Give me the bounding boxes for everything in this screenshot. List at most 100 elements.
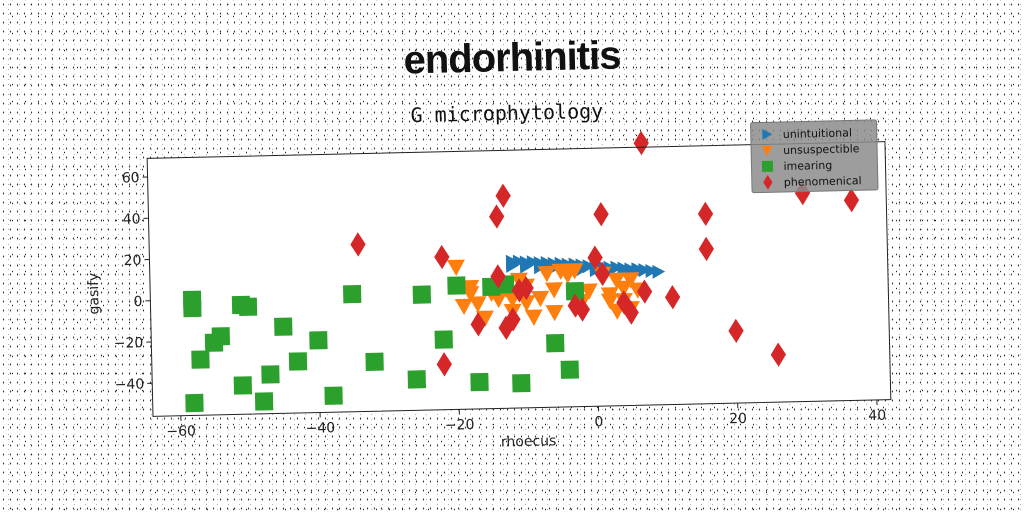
data-point [470, 312, 486, 337]
data-point [574, 297, 590, 322]
data-point [593, 202, 609, 227]
data-point [238, 297, 258, 317]
data-point [623, 300, 639, 325]
data-point [350, 232, 366, 257]
y-axis-label: gasify [86, 273, 103, 315]
plot-area: −60 −40 −20 0 20 40 −40 −20 0 20 40 60 rhoecus gasi… [86, 119, 892, 450]
data-point [185, 393, 204, 413]
data-point [545, 304, 564, 322]
data-point [468, 296, 487, 313]
data-point [324, 386, 343, 405]
data-point [600, 293, 619, 310]
data-point [770, 342, 787, 367]
data-point [565, 281, 585, 301]
data-point [498, 315, 514, 340]
data-point [698, 236, 714, 262]
data-point [728, 318, 744, 343]
data-point [517, 295, 536, 312]
series-imearing [182, 275, 585, 413]
plot-frame [146, 141, 892, 417]
data-point [843, 188, 860, 213]
data-point [254, 392, 274, 411]
data-point [546, 334, 565, 353]
data-point [470, 372, 489, 392]
x-tick-label: −20 [445, 417, 475, 434]
data-point [512, 374, 531, 393]
data-point [565, 263, 584, 280]
data-point [518, 275, 534, 301]
y-tick-label: 20 [123, 253, 141, 269]
legend-marker [762, 128, 773, 140]
data-point [664, 285, 681, 310]
legend-label: imearing [783, 159, 832, 173]
data-point [407, 370, 426, 389]
data-point [560, 360, 579, 379]
data-point [434, 330, 453, 349]
axis-ticks: −60 −40 −20 0 20 40 −40 −20 0 20 40 60 [114, 170, 887, 440]
data-point [697, 201, 714, 227]
data-point [412, 285, 432, 304]
data-point [505, 307, 521, 332]
chart-title: G microphytology [410, 99, 603, 127]
x-tick-label: 40 [868, 408, 886, 424]
data-point [233, 376, 253, 395]
data-point [183, 298, 202, 318]
data-point [519, 259, 533, 274]
legend-marker [761, 160, 774, 172]
data-point [594, 261, 611, 287]
data-point [537, 265, 556, 283]
y-tick-label: −40 [115, 377, 145, 394]
data-point [191, 350, 210, 369]
data-point [342, 284, 362, 304]
data-marks [182, 130, 860, 413]
data-point [446, 259, 465, 277]
data-point [652, 264, 666, 279]
data-point [645, 263, 659, 278]
data-point [261, 365, 280, 384]
legend-label: unsuspectible [783, 142, 860, 157]
data-point [633, 130, 649, 156]
x-tick-label: 20 [729, 411, 747, 427]
data-point [587, 245, 603, 270]
y-tick-label: 40 [123, 211, 141, 227]
legend-marker [763, 174, 773, 190]
data-point [551, 263, 570, 280]
data-point [524, 309, 543, 326]
data-point [511, 278, 527, 303]
data-point [636, 279, 653, 304]
x-tick-label: −40 [305, 420, 335, 437]
data-point [434, 244, 450, 270]
y-tick-label: 60 [122, 170, 140, 186]
data-point [211, 327, 231, 346]
data-point [288, 352, 308, 371]
data-point [531, 290, 550, 308]
data-point [579, 283, 598, 300]
data-point [436, 352, 452, 377]
y-tick-label: 0 [133, 294, 142, 310]
data-point [447, 276, 466, 295]
data-point [309, 331, 328, 350]
data-point [607, 272, 626, 289]
x-tick-label: 0 [594, 414, 603, 430]
data-point [454, 298, 473, 316]
data-point [365, 352, 384, 371]
data-point [461, 286, 480, 303]
legend-label: unintuitional [783, 126, 852, 141]
legend-marker [761, 145, 773, 156]
legend-label: phenomenical [784, 174, 862, 189]
data-point [475, 310, 494, 327]
x-axis-label: rhoecus [501, 433, 557, 450]
data-point [490, 264, 506, 289]
legend-box [750, 119, 879, 194]
data-point [495, 183, 511, 208]
data-point [614, 280, 633, 297]
data-point [274, 317, 293, 336]
data-point [505, 258, 519, 273]
y-tick-label: −20 [114, 335, 144, 352]
data-point [489, 204, 505, 229]
data-point [621, 272, 640, 289]
data-point [638, 263, 652, 278]
x-tick-label: −60 [166, 423, 196, 440]
